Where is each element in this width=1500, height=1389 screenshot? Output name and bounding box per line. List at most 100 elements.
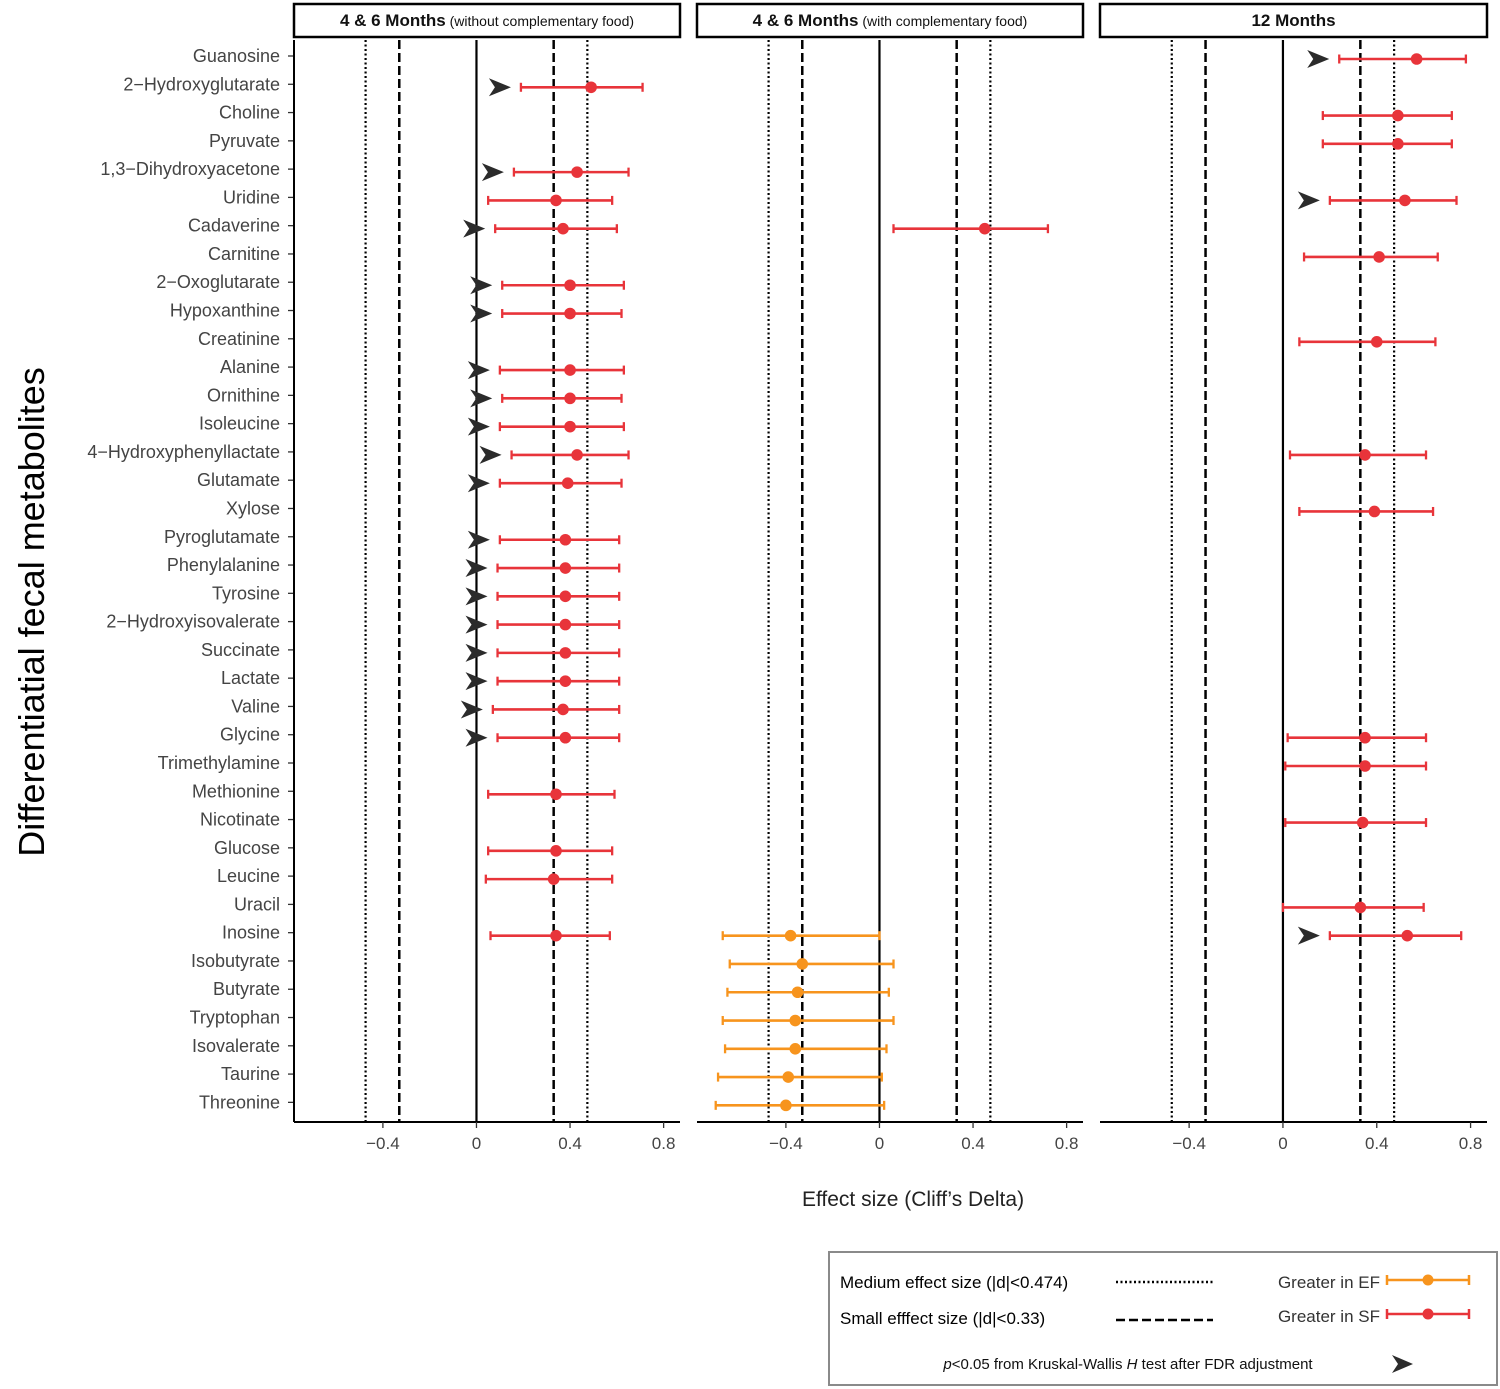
effect-point xyxy=(467,474,623,493)
panel-header xyxy=(695,2,1085,39)
point-estimate xyxy=(559,618,572,631)
point-estimate xyxy=(784,929,797,942)
x-tick-label: 0 xyxy=(1278,1134,1287,1153)
significance-arrow-icon xyxy=(465,643,488,662)
x-tick-label: 0 xyxy=(875,1134,884,1153)
metabolite-label: 2−Hydroxyisovalerate xyxy=(106,612,280,632)
panels: 4 & 6 Months (without complementary food… xyxy=(292,2,1489,1153)
metabolite-label: 4−Hydroxyphenyllactate xyxy=(87,442,280,462)
point-estimate xyxy=(1392,109,1404,122)
effect-point xyxy=(467,530,621,549)
effect-point xyxy=(1298,336,1437,348)
legend-sig-label: p<0.05 from Kruskal-Wallis H test after … xyxy=(942,1356,1313,1373)
significance-arrow-icon xyxy=(470,389,493,408)
point-estimate xyxy=(1373,251,1385,263)
metabolite-label: Guanosine xyxy=(193,46,280,66)
metabolite-label: 1,3−Dihydroxyacetone xyxy=(100,159,280,179)
metabolite-label: Taurine xyxy=(221,1064,280,1084)
panel-3: 12 Months −0.4 0 0.4 0.8 xyxy=(1098,2,1489,1153)
significance-arrow-icon xyxy=(479,445,502,464)
metabolite-label: Uridine xyxy=(223,187,280,207)
point-estimate xyxy=(550,845,562,857)
point-estimate xyxy=(547,873,560,885)
significance-arrow-icon xyxy=(1297,926,1320,945)
point-estimate xyxy=(561,477,574,490)
effect-point xyxy=(488,78,644,97)
metabolite-label: Pyruvate xyxy=(209,131,280,151)
effect-point xyxy=(728,958,895,970)
significance-arrow-icon xyxy=(1297,191,1320,210)
point-estimate xyxy=(559,675,572,687)
metabolite-label: Creatinine xyxy=(198,329,280,349)
point-estimate xyxy=(559,590,572,603)
panel-1: 4 & 6 Months (without complementary food… xyxy=(292,2,682,1153)
x-tick-label: 0.8 xyxy=(1055,1134,1079,1153)
x-axis-title: Effect size (Cliff’s Delta) xyxy=(802,1188,1024,1211)
effect-point xyxy=(470,389,623,408)
legend-ef-label: Greater in EF xyxy=(1278,1273,1380,1292)
significance-arrow-icon xyxy=(465,728,488,747)
point-estimate xyxy=(978,222,991,235)
legend: Medium effect size (|d|<0.474) Small eff… xyxy=(828,1251,1498,1386)
point-estimate xyxy=(559,731,572,744)
metabolite-label: Phenylalanine xyxy=(167,555,280,575)
point-estimate xyxy=(796,958,809,970)
effect-point xyxy=(465,728,621,747)
x-tick-label: −0.4 xyxy=(366,1134,400,1153)
metabolite-label: Inosine xyxy=(222,923,280,943)
metabolite-labels: Guanosine 2−Hydroxyglutarate Choline Pyruva… xyxy=(87,46,294,1112)
metabolite-label: Valine xyxy=(231,696,280,716)
point-estimate xyxy=(1410,53,1423,65)
significance-arrow-icon xyxy=(465,587,488,606)
x-tick-label: 0.4 xyxy=(1365,1134,1389,1153)
metabolite-label: Nicotinate xyxy=(200,810,280,830)
legend-sf-swatch xyxy=(1385,1308,1471,1320)
metabolite-label: Carnitine xyxy=(208,244,280,264)
point-estimate xyxy=(1354,901,1367,914)
significance-arrow-icon xyxy=(463,219,486,238)
panel-header xyxy=(1098,2,1489,39)
significance-arrow-icon xyxy=(465,672,488,691)
panel-title: 4 & 6 Months (without complementary food… xyxy=(340,11,634,30)
effect-point xyxy=(487,788,616,801)
point-estimate xyxy=(564,279,576,292)
significance-arrow-icon xyxy=(470,304,493,323)
effect-point xyxy=(1284,760,1428,772)
effect-point xyxy=(465,559,621,578)
metabolite-label: Hypoxanthine xyxy=(170,301,280,321)
effect-point xyxy=(489,929,611,942)
point-estimate xyxy=(559,647,572,659)
effect-point xyxy=(1286,731,1428,744)
metabolite-label: Leucine xyxy=(217,866,280,886)
effect-point xyxy=(465,672,621,691)
metabolite-label: Glucose xyxy=(214,838,280,858)
x-tick-label: 0.8 xyxy=(1459,1134,1483,1153)
effect-point xyxy=(467,361,626,380)
significance-arrow-icon xyxy=(467,361,490,380)
x-tick-label: −0.4 xyxy=(1172,1134,1206,1153)
metabolite-label: Ornithine xyxy=(207,385,280,405)
metabolite-label: Isobutyrate xyxy=(191,951,280,971)
point-estimate xyxy=(1399,194,1411,207)
metabolite-label: Cadaverine xyxy=(188,216,280,236)
legend-sf-label: Greater in SF xyxy=(1278,1307,1380,1326)
effect-point xyxy=(1284,816,1428,829)
effect-point xyxy=(721,1014,895,1027)
metabolite-label: Trimethylamine xyxy=(158,753,280,773)
point-estimate xyxy=(780,1099,792,1112)
point-estimate xyxy=(789,1043,802,1055)
panel-title: 4 & 6 Months (with complementary food) xyxy=(753,11,1028,30)
point-estimate xyxy=(564,420,576,433)
effect-point xyxy=(723,1043,888,1055)
metabolite-label: Glutamate xyxy=(197,470,280,490)
point-estimate xyxy=(571,166,583,178)
x-tick-label: −0.4 xyxy=(769,1134,803,1153)
point-estimate xyxy=(1370,336,1383,348)
significance-arrow-icon xyxy=(470,276,493,295)
effect-point xyxy=(465,615,621,634)
point-estimate xyxy=(564,392,576,405)
point-estimate xyxy=(550,929,562,942)
metabolite-label: Tyrosine xyxy=(212,583,280,603)
metabolite-label: Uracil xyxy=(234,894,280,914)
